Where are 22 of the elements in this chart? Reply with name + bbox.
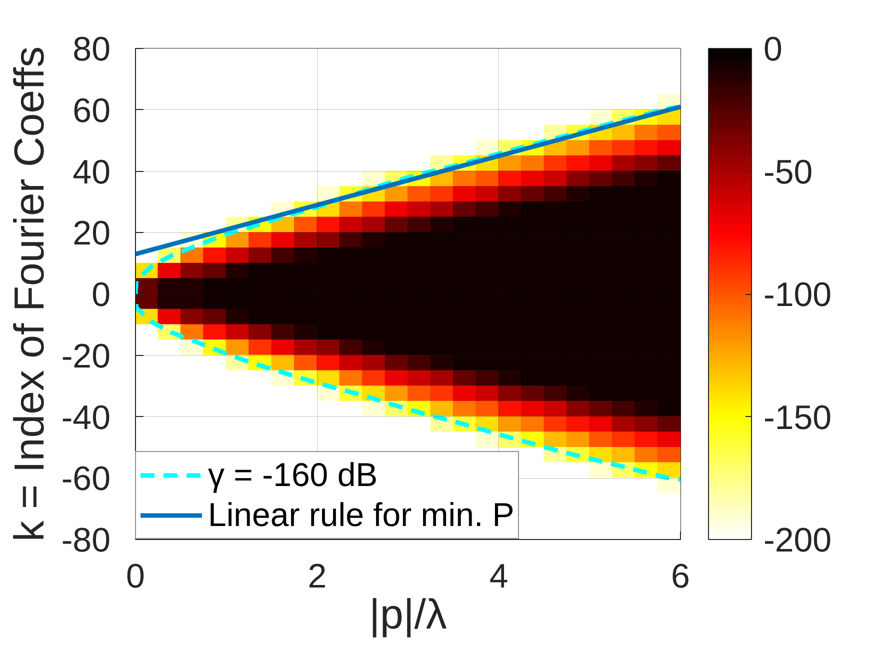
x-axis-title: |p|/λ [369,590,447,638]
y-tick-label: 20 [72,214,111,253]
color-bar-label: -150 [764,398,832,437]
x-tick-label: 4 [489,558,508,596]
x-tick-label: 0 [126,558,145,596]
y-tick-label: 60 [72,92,111,130]
y-tick-label: 0 [92,276,111,314]
y-axis-title: k = Index of Fourier Coeffs [5,46,52,542]
y-tick-label: -20 [61,337,110,376]
y-tick-label: -80 [61,522,110,560]
color-bar-label: -200 [764,522,832,560]
legend-label: γ = -160 dB [208,456,378,494]
legend-label: Linear rule for min. P [208,496,514,534]
color-bar-label: -100 [764,276,832,314]
color-bar-label: -50 [764,153,813,192]
y-tick-label: -40 [61,398,110,437]
y-tick-label: 40 [72,153,111,192]
y-tick-label: 80 [72,30,111,68]
color-bar-label: 0 [764,30,782,68]
x-tick-label: 2 [308,558,327,596]
x-tick-label: 6 [671,558,690,596]
y-tick-label: -60 [61,460,110,498]
